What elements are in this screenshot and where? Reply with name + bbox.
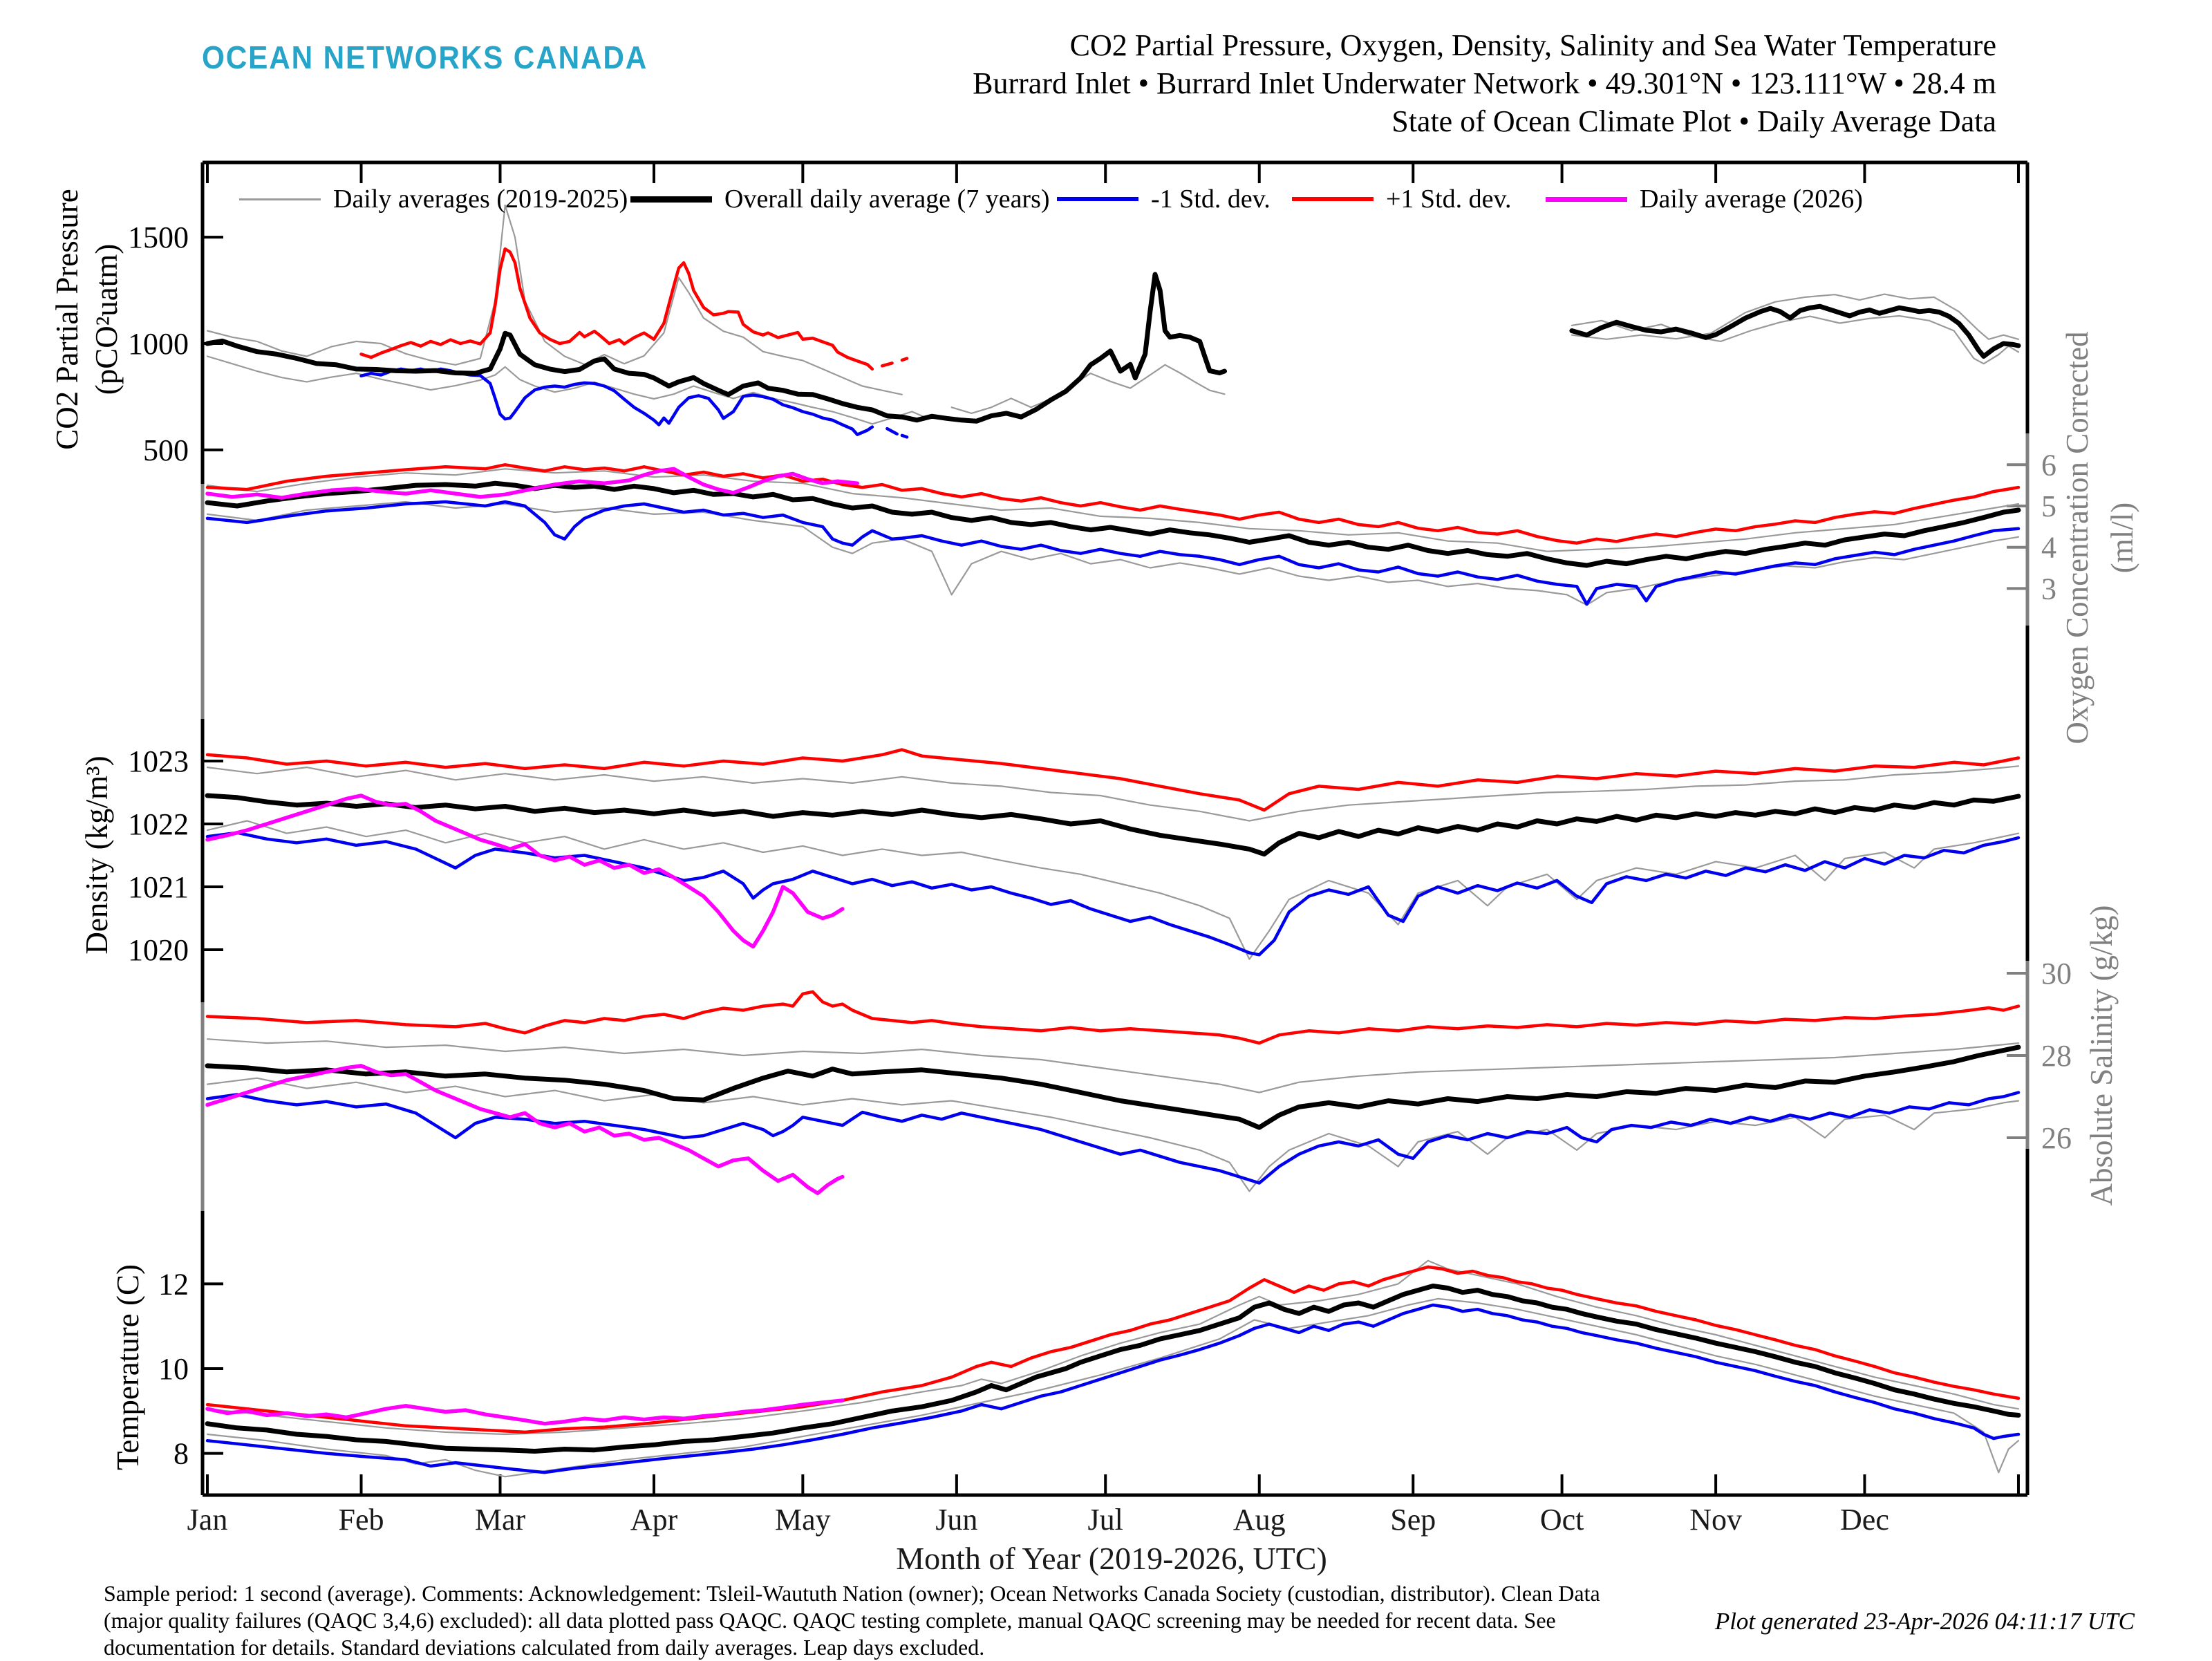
co2-tick-label-1500: 1500 — [128, 220, 189, 254]
salinity-daily-avg-year-b-line-0 — [206, 1077, 2020, 1192]
oxygen-overall-daily-average-line-0 — [205, 480, 2021, 568]
legend-label: Daily averages (2019-2025) — [333, 185, 628, 214]
density-overall-daily-average-line-0 — [205, 793, 2021, 857]
footer-line-1: Sample period: 1 second (average). Comme… — [104, 1581, 1600, 1606]
temperature-overall-daily-average-line-0 — [205, 1284, 2021, 1454]
density-daily-avg-year-a-line-0 — [206, 765, 2020, 822]
salinity-axis-label: Absolute Salinity (g/kg) — [2084, 905, 2119, 1206]
co2-minus-1-std-line-1 — [885, 426, 899, 436]
co2-daily-avg-year-b-line-0 — [206, 355, 928, 425]
plot-generated-timestamp: Plot generated 23-Apr-2026 04:11:17 UTC — [1714, 1608, 2135, 1635]
title-line-2: Burrard Inlet • Burrard Inlet Underwater… — [973, 66, 1996, 100]
density-tick-label-1020: 1020 — [128, 933, 189, 967]
temperature-tick-label-12: 12 — [158, 1267, 189, 1301]
legend-label: +1 Std. dev. — [1386, 185, 1512, 214]
legend-line-sample-black — [630, 196, 712, 203]
temperature-daily-avg-year-a-line-0 — [206, 1259, 2020, 1436]
density-axis-label: Density (kg/m³) — [79, 756, 114, 955]
month-label-nov: Nov — [1689, 1503, 1742, 1537]
title-line-3: State of Ocean Climate Plot • Daily Aver… — [1391, 104, 1996, 138]
legend-line-sample-blue — [1057, 197, 1138, 201]
oxygen-plus-1-std-line-0 — [205, 463, 2021, 545]
co2-overall-daily-average-line-1 — [1569, 303, 2021, 359]
title-line-1: CO2 Partial Pressure, Oxygen, Density, S… — [1069, 28, 1996, 62]
salinity-tick-label-26: 26 — [2041, 1121, 2072, 1155]
month-label-apr: Apr — [630, 1503, 678, 1537]
temperature-tick-label-10: 10 — [158, 1352, 189, 1386]
co2-minus-1-std-line-0 — [359, 367, 874, 436]
salinity-daily-average-2026-line-0 — [205, 1064, 845, 1196]
legend-line-sample-red — [1292, 197, 1374, 201]
legend-item-overall-daily-average-7-years: Overall daily average (7 years) — [630, 184, 1050, 214]
density-daily-average-2026-line-0 — [205, 794, 845, 949]
plot-title-block: CO2 Partial Pressure, Oxygen, Density, S… — [973, 26, 1996, 140]
co2-plus-1-std-line-1 — [880, 362, 894, 368]
legend-label: Overall daily average (7 years) — [724, 185, 1050, 214]
co2-tick-label-500: 500 — [143, 433, 189, 467]
legend-line-sample-gray — [239, 198, 321, 200]
ocean-networks-canada-logo: OCEAN NETWORKS CANADA — [202, 39, 648, 75]
density-daily-avg-year-b-line-0 — [206, 820, 2020, 960]
oxygen-daily-avg-year-a-line-0 — [206, 468, 2020, 552]
legend-label: -1 Std. dev. — [1151, 185, 1271, 214]
salinity-tick-label-30: 30 — [2041, 957, 2072, 991]
legend-label: Daily average (2026) — [1640, 185, 1863, 214]
month-label-may: May — [775, 1503, 831, 1537]
oxygen-minus-1-std-line-0 — [205, 500, 2021, 606]
density-minus-1-std-line-0 — [205, 831, 2021, 957]
month-label-jun: Jun — [935, 1503, 977, 1537]
salinity-minus-1-std-line-0 — [205, 1091, 2021, 1185]
temperature-tick-label-8: 8 — [174, 1437, 189, 1471]
oxygen-tick-label-3: 3 — [2041, 572, 2056, 606]
month-label-aug: Aug — [1233, 1503, 1286, 1537]
legend-item-1-std-dev: +1 Std. dev. — [1292, 184, 1512, 214]
legend-line-sample-magenta — [1546, 196, 1627, 202]
oxygen-tick-label-4: 4 — [2041, 531, 2056, 565]
density-tick-label-1021: 1021 — [128, 870, 189, 904]
temperature-daily-average-2026-line-0 — [205, 1398, 845, 1426]
footer-line-3: documentation for details. Standard devi… — [104, 1635, 985, 1660]
month-label-jul: Jul — [1088, 1503, 1123, 1537]
co2-daily-avg-year-e-line-0 — [1571, 315, 2020, 365]
salinity-plus-1-std-line-0 — [205, 990, 2021, 1045]
oxygen-tick-label-5: 5 — [2041, 489, 2056, 523]
temperature-axis-label: Temperature (C) — [111, 1264, 145, 1470]
co2-daily-avg-year-c-line-0 — [950, 364, 1226, 414]
density-tick-label-1023: 1023 — [128, 744, 189, 778]
salinity-tick-label-28: 28 — [2041, 1039, 2072, 1073]
month-label-oct: Oct — [1540, 1503, 1584, 1537]
co2-plus-1-std-line-2 — [900, 357, 909, 362]
co2-overall-daily-average-line-0 — [205, 272, 1227, 424]
month-label-dec: Dec — [1840, 1503, 1889, 1537]
oxygen-tick-label-6: 6 — [2041, 448, 2056, 482]
temperature-minus-1-std-line-0 — [205, 1303, 2021, 1474]
legend-item-daily-averages-2019-2025: Daily averages (2019-2025) — [239, 184, 628, 214]
legend-item-1-std-dev: -1 Std. dev. — [1057, 184, 1271, 214]
legend-item-daily-average-2026: Daily average (2026) — [1546, 184, 1863, 214]
x-axis-label: Month of Year (2019-2026, UTC) — [896, 1541, 1327, 1576]
density-tick-label-1022: 1022 — [128, 807, 189, 841]
co2-tick-label-1000: 1000 — [128, 327, 189, 361]
month-label-feb: Feb — [339, 1503, 384, 1537]
oxygen-daily-average-2026-line-0 — [205, 467, 860, 500]
density-plus-1-std-line-0 — [205, 748, 2021, 812]
month-label-sep: Sep — [1390, 1503, 1436, 1537]
oxygen-axis-label-line2: (ml/l) — [2105, 502, 2139, 574]
co2-axis-label-line2: (pCO²uatm) — [89, 243, 124, 395]
co2-plus-1-std-line-0 — [359, 247, 874, 371]
salinity-daily-avg-year-a-line-0 — [206, 1038, 2020, 1094]
co2-daily-avg-year-a-line-0 — [206, 204, 903, 395]
footer-line-2: (major quality failures (QAQC 3,4,6) exc… — [104, 1608, 1556, 1633]
co2-daily-avg-year-d-line-0 — [1571, 293, 2020, 340]
salinity-overall-daily-average-line-0 — [205, 1044, 2021, 1130]
month-label-mar: Mar — [475, 1503, 526, 1537]
co2-axis-label-line1: CO2 Partial Pressure — [50, 189, 84, 450]
footer-comments: Sample period: 1 second (average). Comme… — [104, 1580, 1600, 1661]
month-label-jan: Jan — [187, 1503, 228, 1537]
co2-minus-1-std-line-2 — [900, 433, 909, 439]
oxygen-axis-label-line1: Oxygen Concentration Corrected — [2060, 331, 2094, 744]
